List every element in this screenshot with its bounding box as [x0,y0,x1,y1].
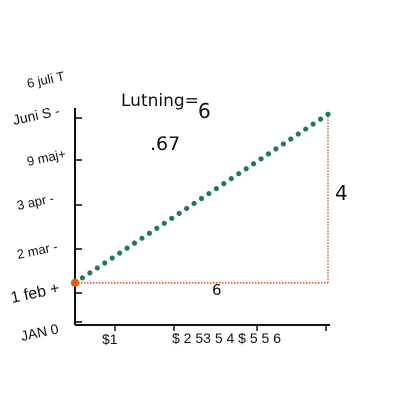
data-points [70,111,331,288]
series-dot [131,240,138,246]
y-tick-label: 1 feb + [9,280,61,307]
series-dot [258,156,264,162]
chart-axes [74,108,330,326]
chart-annotations: Lutning= 6 .67 6 4 [121,91,348,299]
series-dot [191,200,197,207]
series-dot [184,205,190,212]
series-dot [79,275,86,281]
series-dot [273,146,279,152]
series-dot [317,116,324,122]
series-dot [198,195,205,202]
series-dot [154,225,160,231]
series-dot [236,171,242,177]
slope-numerator: 6 [198,99,211,123]
slope-denominator: .67 [150,133,180,155]
x-tick-label: $1 [102,331,118,347]
series-dot [117,250,123,256]
series-dot [146,230,153,236]
series-dot [94,265,100,271]
y-tick-label: 2 mar - [16,239,59,262]
triangle-run-label: 6 [212,281,222,299]
series-dot [303,126,309,132]
series-dot [139,235,145,241]
series-dot [265,151,272,157]
x-tick-label: $ 2 53 5 4 $ 5 5 6 [172,330,281,346]
series-dot [87,270,93,276]
series-dot [213,185,219,192]
series-dot [206,190,212,197]
series-dot [161,220,167,226]
series-dot [228,176,234,182]
y-tick-label: 9 maj+ [26,146,68,169]
triangle-rise-label: 4 [335,181,348,205]
series-dot [295,131,301,137]
y-tick-label: Juni S - [11,102,61,128]
series-dot [124,245,130,251]
start-point [70,278,80,288]
series-dot [176,210,182,216]
series-dot [109,255,115,261]
series-dot [288,136,294,142]
y-tick-label: JAN 0 [19,320,60,344]
slope-triangle [75,114,329,284]
series-dot [243,166,249,172]
chart-title: Lutning= [121,91,199,111]
series-dot [169,215,175,221]
series-dot [310,121,316,127]
series-dot [325,111,331,117]
series-dot [250,161,257,167]
y-tick-label: 6 juli T [26,68,66,91]
y-tick-label: 3 apr - [16,190,56,212]
series-dot [280,141,286,147]
series-dot [102,260,108,266]
series-dot [221,181,227,187]
